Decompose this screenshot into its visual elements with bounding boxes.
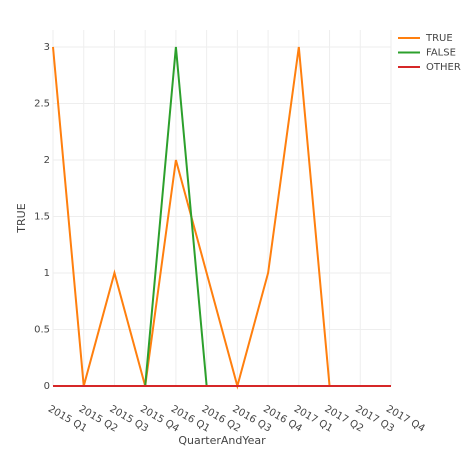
y-tick-label: 2.5 [34, 98, 50, 109]
y-tick-label: 0.5 [34, 324, 50, 335]
y-tick-label: 2 [44, 155, 50, 166]
legend-label: TRUE [425, 33, 453, 44]
y-tick-label: 0 [44, 381, 50, 392]
legend-label: OTHER [426, 62, 461, 73]
y-tick-label: 1.5 [34, 211, 50, 222]
x-axis-title: QuarterAndYear [178, 434, 266, 447]
y-axis-title: TRUE [15, 203, 28, 233]
y-tick-label: 3 [44, 42, 50, 53]
legend-label: FALSE [426, 48, 456, 59]
y-tick-label: 1 [44, 268, 50, 279]
